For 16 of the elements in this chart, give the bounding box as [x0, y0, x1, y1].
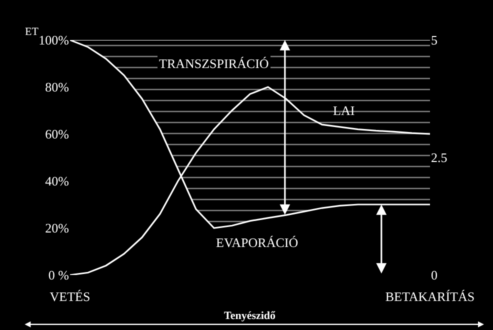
annotation: LAI [333, 103, 355, 118]
annotation: TRANSZSPIRÁCIÓ [159, 56, 269, 71]
y2-tick-label: 5 [431, 32, 438, 48]
y-tick-label: 80% [45, 80, 70, 95]
y-axis-title: ET [25, 26, 39, 38]
x-axis-title: Tenyészidő [224, 310, 276, 322]
x-tick-label: VETÉS [50, 289, 90, 304]
y-tick-label: 60% [45, 126, 70, 142]
y-tick-label: 20% [45, 220, 70, 236]
y2-tick-label: 0 [431, 268, 438, 283]
x-tick-label: BETAKARÍTÁS [385, 289, 475, 304]
y-tick-label: 40% [45, 174, 70, 189]
y-tick-label: 100% [38, 32, 70, 48]
y2-tick-label: 2.5 [431, 150, 448, 166]
y-tick-label: 0 % [48, 268, 70, 283]
annotation: EVAPORÁCIÓ [216, 235, 298, 250]
